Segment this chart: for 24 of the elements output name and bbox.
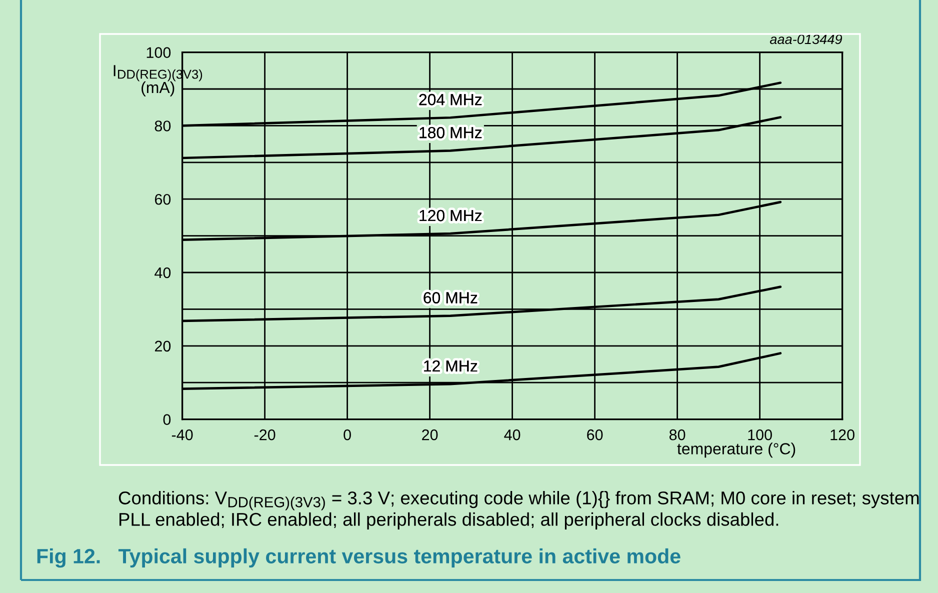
y-tick-label: 0 [163,414,171,425]
x-tick-label: 0 [344,429,351,440]
x-tick-label: 80 [669,429,686,440]
text: Fig 12. Typical supply current versus temperature in active mode [37,548,680,568]
series-label: 180 MHz [420,126,482,138]
y-tick-label: 40 [154,267,171,278]
text: Conditions: V$_{DD(REG)(3V3)}$ = 3.3 V; executing code while (1){} from SRAM; M0 core in reset; system PLL enabled; IRC enabled; all peripherals disabled; all peripheral clocks disabled. [118,491,919,530]
y-tick-label: 80 [154,120,171,132]
y-tick-label: 20 [154,340,171,352]
series-label: 120 MHz [420,210,482,222]
x-tick-label: -20 [254,429,276,440]
series-label: 12 MHz [424,360,478,372]
x-tick-label: 20 [422,429,438,440]
x-tick-label: 40 [504,429,520,440]
y-tick-label: 100 [146,47,171,58]
x-axis-title: temperature (°C) [677,442,796,458]
text: aaa-013449 [770,34,842,44]
x-tick-label: 100 [748,429,772,440]
y-tick-label: 60 [154,194,171,205]
x-tick-label: -40 [172,429,193,440]
series-label: 60 MHz [424,292,478,304]
series-label: 204 MHz [419,94,482,106]
x-tick-label: 120 [830,429,854,440]
x-tick-label: 60 [587,429,603,440]
